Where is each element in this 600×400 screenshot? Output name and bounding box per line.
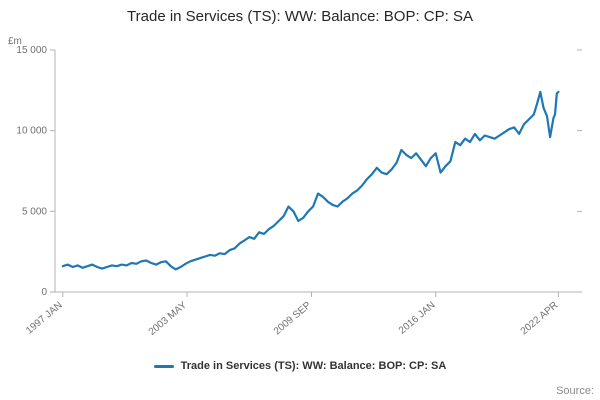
legend-line-swatch: [153, 364, 174, 368]
x-tick-label: 1997 JAN: [24, 300, 65, 337]
y-tick-label: 5 000: [22, 206, 47, 217]
x-tick-label: 2009 SEP: [272, 300, 314, 338]
y-tick-label: 15 000: [16, 45, 47, 56]
y-tick-label: 10 000: [16, 126, 47, 137]
chart-legend: Trade in Services (TS): WW: Balance: BOP…: [0, 360, 600, 372]
y-tick-label: 0: [41, 287, 47, 298]
line-chart: £m 0 5 000 10 000 15 000 1997 JAN 2003 MAY 2009…: [8, 36, 582, 338]
chart-title: Trade in Services (TS): WW: Balance: BOP…: [127, 8, 473, 25]
legend-label: Trade in Services (TS): WW: Balance: BOP…: [180, 360, 447, 372]
y-axis-unit-label: £m: [8, 36, 22, 47]
source-note: Source:: [556, 385, 594, 397]
x-tick-label: 2003 MAY: [147, 300, 190, 338]
x-tick-label: 2016 JAN: [397, 300, 438, 337]
series-line: [61, 90, 560, 271]
x-tick-label: 2022 APR: [519, 300, 561, 337]
